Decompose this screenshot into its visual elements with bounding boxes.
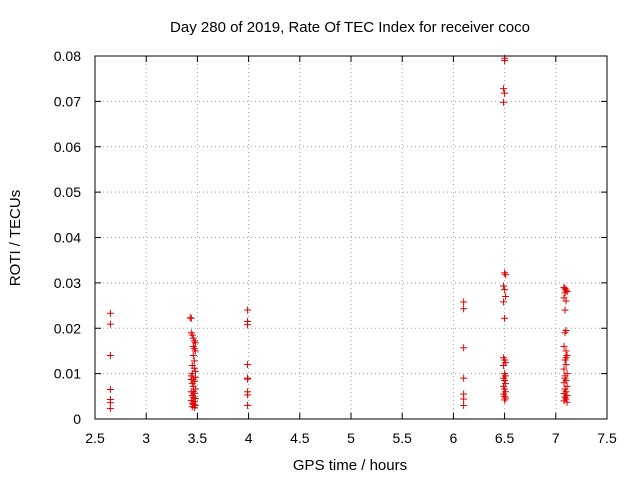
- data-point: [500, 282, 508, 290]
- data-point: [562, 347, 570, 355]
- data-point: [561, 393, 569, 401]
- data-point: [563, 398, 571, 406]
- y-tick-label: 0.08: [54, 48, 81, 64]
- x-tick-label: 7: [552, 430, 560, 446]
- y-axis-title: ROTI / TECUs: [7, 190, 24, 286]
- data-point: [560, 342, 568, 350]
- chart-title: Day 280 of 2019, Rate Of TEC Index for r…: [170, 19, 530, 36]
- data-point: [187, 376, 195, 384]
- y-tick-label: 0.04: [54, 230, 81, 246]
- data-point: [106, 399, 114, 407]
- y-tick-label: 0.06: [54, 139, 81, 155]
- data-point: [501, 286, 509, 294]
- plot-border: [94, 55, 608, 420]
- data-point: [560, 365, 568, 373]
- data-point: [191, 339, 199, 347]
- data-point: [460, 395, 468, 403]
- x-tick-label: 6.5: [495, 430, 515, 446]
- data-point: [244, 306, 252, 314]
- data-point: [562, 297, 570, 305]
- data-point: [501, 57, 509, 65]
- data-point: [106, 386, 114, 394]
- data-point: [244, 391, 252, 399]
- data-point: [244, 361, 252, 369]
- data-point: [460, 305, 468, 313]
- data-point: [500, 98, 508, 106]
- x-tick-label: 4.5: [290, 430, 310, 446]
- data-point: [500, 298, 508, 306]
- y-tick-label: 0.01: [54, 366, 81, 382]
- data-point: [244, 375, 252, 383]
- data-point: [560, 397, 568, 405]
- data-point: [188, 331, 196, 339]
- x-tick-label: 2.5: [85, 430, 105, 446]
- data-point: [561, 306, 569, 314]
- x-tick-label: 6: [450, 430, 458, 446]
- data-point: [188, 370, 196, 378]
- data-point: [190, 357, 198, 365]
- data-point: [501, 376, 509, 384]
- data-point: [191, 347, 199, 355]
- x-tick-label: 3.5: [188, 430, 208, 446]
- grid-lines: [95, 56, 607, 419]
- data-point: [189, 388, 197, 396]
- y-tick-label: 0.02: [54, 320, 81, 336]
- data-point: [460, 344, 468, 352]
- data-point: [502, 292, 510, 300]
- data-point: [187, 314, 195, 322]
- x-tick-label: 3: [142, 430, 150, 446]
- data-point: [502, 271, 510, 279]
- data-points: [106, 54, 571, 413]
- data-point: [562, 361, 570, 369]
- data-point: [106, 320, 114, 328]
- x-tick-label: 4: [245, 430, 253, 446]
- data-point: [106, 351, 114, 359]
- data-point: [501, 314, 509, 322]
- x-tick-label: 7.5: [597, 430, 617, 446]
- data-point: [191, 373, 199, 381]
- data-point: [188, 391, 196, 399]
- data-point: [460, 401, 468, 409]
- data-point: [500, 361, 508, 369]
- data-point: [190, 404, 198, 412]
- y-tick-label: 0: [73, 411, 81, 427]
- data-point: [460, 374, 468, 382]
- data-point: [502, 394, 510, 402]
- y-tick-label: 0.03: [54, 275, 81, 291]
- data-point: [561, 374, 569, 382]
- data-point: [190, 337, 198, 345]
- x-tick-label: 5.5: [392, 430, 412, 446]
- data-point: [500, 85, 508, 93]
- data-point: [560, 379, 568, 387]
- x-axis-title: GPS time / hours: [293, 457, 407, 474]
- y-tick-labels: 0 0.01 0.02 0.03 0.04 0.05 0.06 0.07 0.08: [54, 48, 81, 427]
- data-point: [190, 364, 198, 372]
- data-point: [191, 395, 199, 403]
- x-tick-labels: 2.5 3 3.5 4 4.5 5 5.5 6 6.5 7 7.5: [85, 430, 617, 446]
- data-point: [501, 269, 509, 277]
- data-point: [560, 390, 568, 398]
- y-tick-label: 0.05: [54, 184, 81, 200]
- data-point: [244, 401, 252, 409]
- data-point: [106, 309, 114, 317]
- data-point: [189, 351, 197, 359]
- data-point: [561, 329, 569, 337]
- y-tick-label: 0.07: [54, 93, 81, 109]
- data-point: [562, 354, 570, 362]
- data-point: [460, 298, 468, 306]
- data-point: [501, 89, 509, 97]
- x-tick-label: 5: [347, 430, 355, 446]
- data-point: [244, 321, 252, 329]
- data-point: [561, 289, 569, 297]
- data-point: [501, 396, 509, 404]
- data-point: [106, 405, 114, 413]
